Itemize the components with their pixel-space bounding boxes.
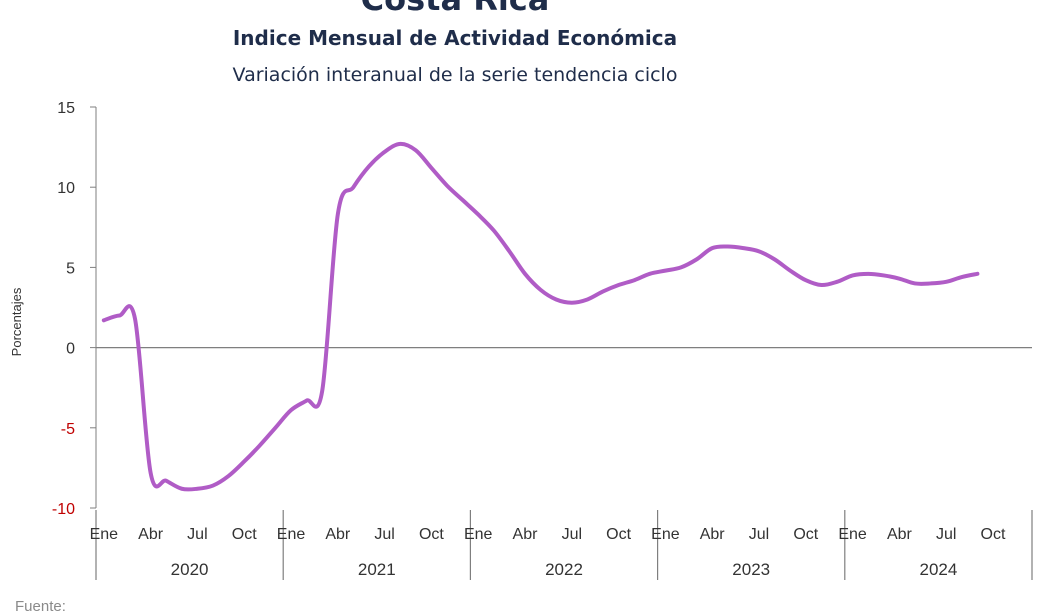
y-axis: 15 10 5 0 -5 -10 (52, 100, 1032, 518)
year-label: 2020 (171, 560, 209, 579)
x-tick-label: Ene (90, 526, 119, 543)
x-tick-label: Abr (325, 526, 351, 543)
x-tick-label: Oct (232, 526, 257, 543)
x-tick-label: Ene (651, 526, 680, 543)
year-label: 2022 (545, 560, 583, 579)
y-tick-label: 15 (57, 100, 75, 117)
x-tick-label: Ene (838, 526, 867, 543)
y-tick-label: -5 (61, 421, 75, 438)
x-tick-label: Jul (374, 526, 394, 543)
chart-title: Costa Rica (361, 0, 550, 18)
y-axis-label: Porcentajes (9, 287, 24, 356)
year-label: 2023 (732, 560, 770, 579)
x-tick-label: Jul (936, 526, 956, 543)
x-tick-label: Abr (138, 526, 164, 543)
x-tick-label: Oct (419, 526, 444, 543)
series-line (101, 141, 980, 492)
y-tick-label: 0 (66, 341, 75, 358)
x-tick-label: Oct (981, 526, 1006, 543)
year-label: 2021 (358, 560, 396, 579)
source-note: Fuente: (15, 598, 66, 613)
y-tick-label: -10 (52, 501, 75, 518)
x-axis: Ene Abr Jul Oct 2020 Ene Abr Jul Oct 2021 Ene Abr Ju… (90, 510, 1033, 580)
y-tick-label: 5 (66, 260, 75, 277)
x-tick-label: Oct (793, 526, 818, 543)
x-tick-label: Ene (464, 526, 493, 543)
year-label: 2024 (919, 560, 957, 579)
x-tick-label: Oct (606, 526, 631, 543)
x-tick-label: Jul (187, 526, 207, 543)
x-tick-label: Abr (513, 526, 539, 543)
x-tick-label: Jul (562, 526, 582, 543)
x-tick-label: Jul (749, 526, 769, 543)
series-layer (101, 141, 980, 492)
chart-subtitle-2: Variación interanual de la serie tendenc… (233, 64, 678, 86)
x-tick-label: Abr (700, 526, 726, 543)
x-tick-label: Ene (277, 526, 306, 543)
x-tick-label: Abr (887, 526, 913, 543)
chart-subtitle: Indice Mensual de Actividad Económica (233, 26, 677, 50)
y-tick-label: 10 (57, 180, 75, 197)
